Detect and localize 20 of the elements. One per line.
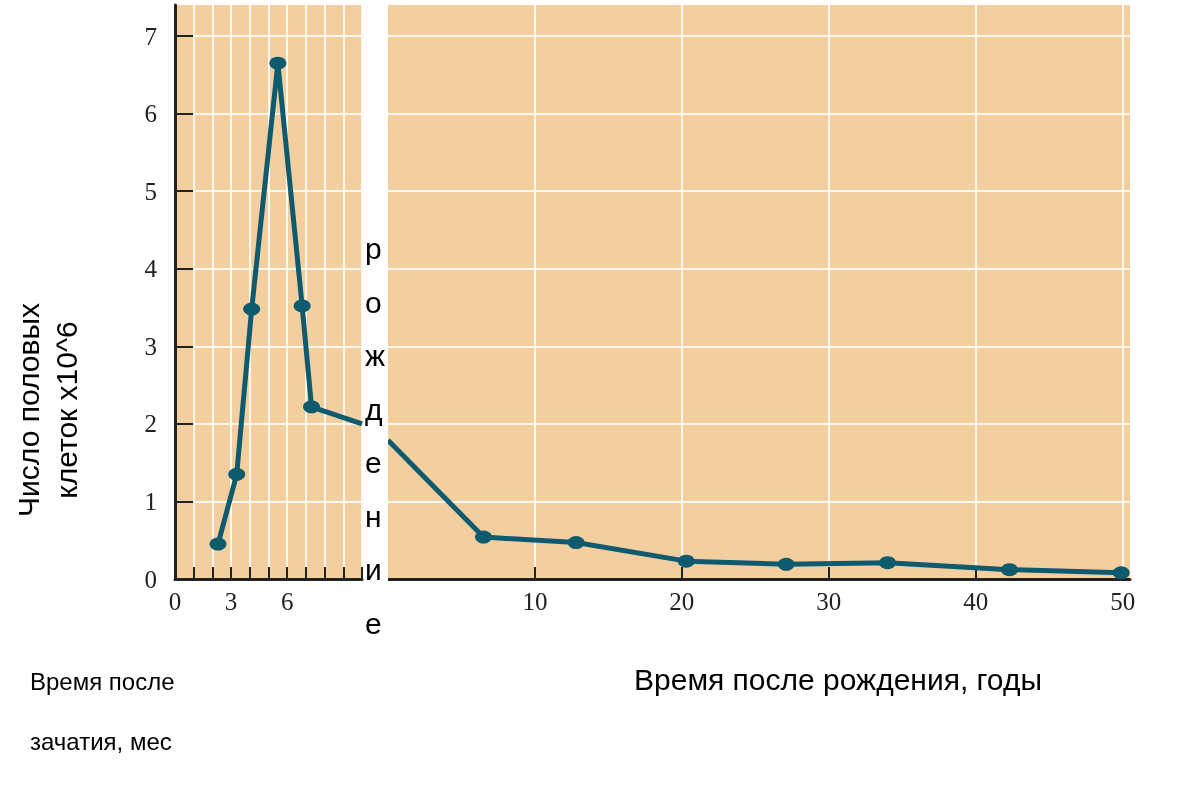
text: Время после зачатия, мес [30,668,175,755]
y-tick-label: 3 [144,332,157,360]
text: рождение [365,231,387,642]
x-tick-label: 0 [168,588,182,615]
y-tick-label: 6 [144,100,157,128]
y-tick-label: 2 [144,410,157,438]
x-tick-label: 40 [963,588,989,615]
x-axis-title: Время после рождения, годы [633,663,1043,697]
x-tick-label: 10 [522,588,548,615]
y-tick-label: 7 [144,22,157,50]
y-axis-title: Число половых клеток x10^6 [11,302,84,519]
y-tick-label: 4 [144,255,158,283]
y-tick-label: 0 [144,565,157,593]
x-tick-label: 3 [224,588,238,615]
y-tick-label: 5 [144,177,157,205]
x-tick-label: 20 [669,588,695,615]
x-tick-label: 6 [280,588,294,615]
y-tick-label: 1 [144,487,157,515]
x-tick-label: 50 [1110,588,1136,615]
x-tick-label: 30 [816,588,842,615]
